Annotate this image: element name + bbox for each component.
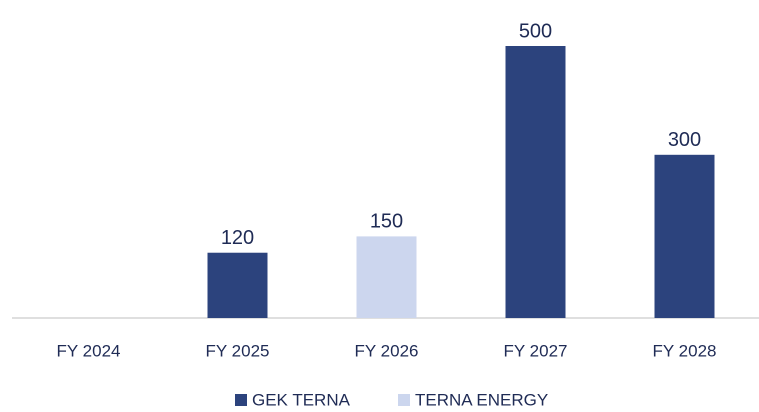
data-label: 300 (668, 129, 701, 151)
x-tick-label: FY 2024 (57, 341, 121, 360)
bar (654, 154, 715, 318)
data-label: 500 (519, 20, 552, 42)
bar (505, 46, 566, 318)
x-tick-label: FY 2025 (206, 341, 270, 360)
legend-swatch (235, 394, 247, 406)
data-label: 150 (370, 211, 403, 233)
legend-label: TERNA ENERGY (415, 390, 548, 409)
bar (207, 252, 268, 318)
x-tick-label: FY 2027 (504, 341, 568, 360)
x-tick-label: FY 2028 (653, 341, 717, 360)
bar (356, 236, 417, 318)
legend-swatch (398, 394, 410, 406)
data-label: 120 (221, 227, 254, 249)
x-tick-label: FY 2026 (355, 341, 419, 360)
legend-label: GEK TERNA (252, 390, 351, 409)
